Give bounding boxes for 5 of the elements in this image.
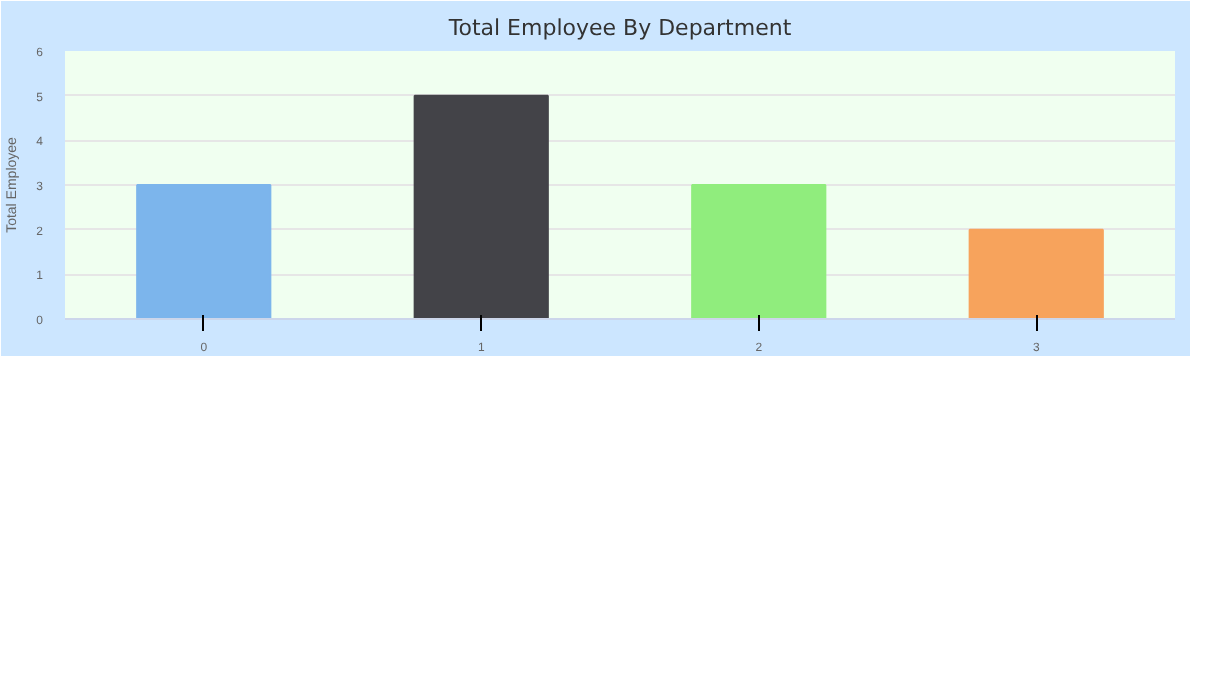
bar [691,184,827,319]
bar [136,184,272,319]
chart-title: Total Employee By Department [446,15,793,41]
bar [968,228,1104,319]
bar [413,94,549,319]
